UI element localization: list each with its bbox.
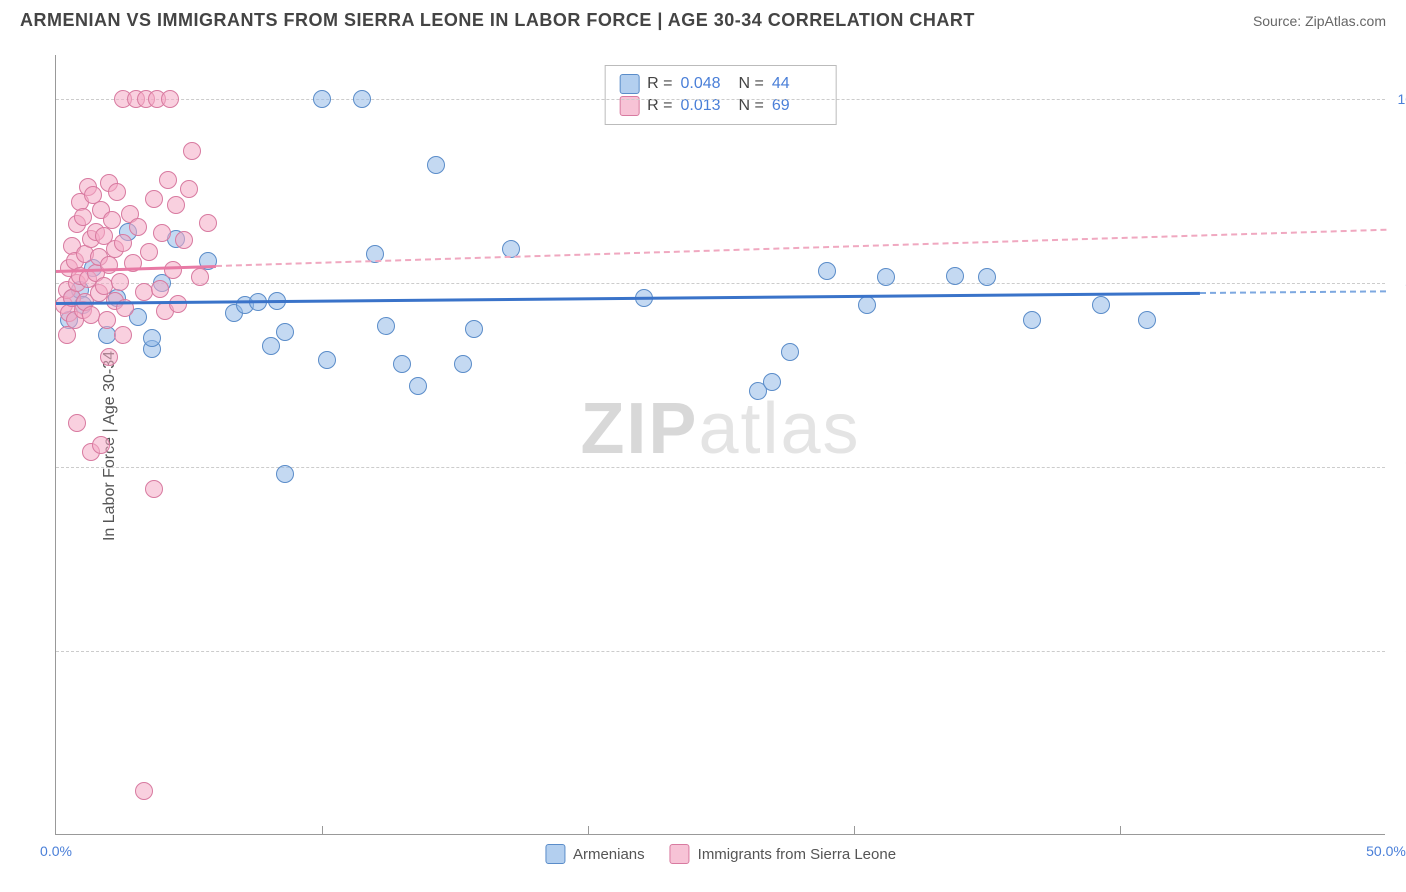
gridline-h xyxy=(56,651,1385,652)
trend-line xyxy=(56,292,1200,305)
data-point xyxy=(946,267,964,285)
data-point xyxy=(68,414,86,432)
data-point xyxy=(114,234,132,252)
data-point xyxy=(454,355,472,373)
data-point xyxy=(427,156,445,174)
data-point xyxy=(129,218,147,236)
data-point xyxy=(153,224,171,242)
data-point xyxy=(167,196,185,214)
data-point xyxy=(818,262,836,280)
data-point xyxy=(58,326,76,344)
data-point xyxy=(409,377,427,395)
data-point xyxy=(877,268,895,286)
gridline-h xyxy=(56,99,1385,100)
data-point xyxy=(858,296,876,314)
data-point xyxy=(108,183,126,201)
data-point xyxy=(114,326,132,344)
data-point xyxy=(1138,311,1156,329)
data-point xyxy=(92,436,110,454)
bottom-legend: Armenians Immigrants from Sierra Leone xyxy=(545,844,896,864)
xtick-label: 50.0% xyxy=(1366,843,1406,859)
legend-label: Armenians xyxy=(573,846,645,863)
data-point xyxy=(98,311,116,329)
data-point xyxy=(183,142,201,160)
swatch-icon xyxy=(545,844,565,864)
data-point xyxy=(100,348,118,366)
swatch-icon xyxy=(619,74,639,94)
data-point xyxy=(135,782,153,800)
data-point xyxy=(103,211,121,229)
ytick-label: 75.0% xyxy=(1390,459,1406,475)
data-point xyxy=(145,190,163,208)
legend-item: Immigrants from Sierra Leone xyxy=(670,844,896,864)
xtick-label: 0.0% xyxy=(40,843,72,859)
legend-label: Immigrants from Sierra Leone xyxy=(698,846,896,863)
data-point xyxy=(159,171,177,189)
data-point xyxy=(276,323,294,341)
watermark: ZIPatlas xyxy=(580,388,860,470)
chart-plot-area: ZIPatlas R = 0.048 N = 44 R = 0.013 N = … xyxy=(55,55,1385,835)
stats-legend-box: R = 0.048 N = 44 R = 0.013 N = 69 xyxy=(604,65,837,125)
ytick-label: 100.0% xyxy=(1390,91,1406,107)
data-point xyxy=(318,351,336,369)
legend-item: Armenians xyxy=(545,844,645,864)
data-point xyxy=(199,214,217,232)
data-point xyxy=(1023,311,1041,329)
trend-line xyxy=(1200,290,1386,294)
data-point xyxy=(175,231,193,249)
data-point xyxy=(191,268,209,286)
stats-row-series-1: R = 0.048 N = 44 xyxy=(619,74,822,94)
data-point xyxy=(143,329,161,347)
data-point xyxy=(74,208,92,226)
xtick-mark xyxy=(322,826,323,834)
data-point xyxy=(1092,296,1110,314)
data-point xyxy=(781,343,799,361)
data-point xyxy=(111,273,129,291)
source-label: Source: ZipAtlas.com xyxy=(1253,13,1386,29)
trend-line xyxy=(216,229,1386,267)
data-point xyxy=(353,90,371,108)
ytick-label: 62.5% xyxy=(1390,643,1406,659)
data-point xyxy=(180,180,198,198)
data-point xyxy=(465,320,483,338)
ytick-label: 87.5% xyxy=(1390,275,1406,291)
data-point xyxy=(100,256,118,274)
xtick-mark xyxy=(588,826,589,834)
data-point xyxy=(763,373,781,391)
data-point xyxy=(262,337,280,355)
data-point xyxy=(161,90,179,108)
swatch-icon xyxy=(670,844,690,864)
data-point xyxy=(151,280,169,298)
chart-title: ARMENIAN VS IMMIGRANTS FROM SIERRA LEONE… xyxy=(20,10,975,31)
data-point xyxy=(978,268,996,286)
data-point xyxy=(276,465,294,483)
data-point xyxy=(393,355,411,373)
xtick-mark xyxy=(854,826,855,834)
data-point xyxy=(313,90,331,108)
data-point xyxy=(164,261,182,279)
data-point xyxy=(140,243,158,261)
gridline-h xyxy=(56,283,1385,284)
xtick-mark xyxy=(1120,826,1121,834)
data-point xyxy=(145,480,163,498)
data-point xyxy=(377,317,395,335)
gridline-h xyxy=(56,467,1385,468)
